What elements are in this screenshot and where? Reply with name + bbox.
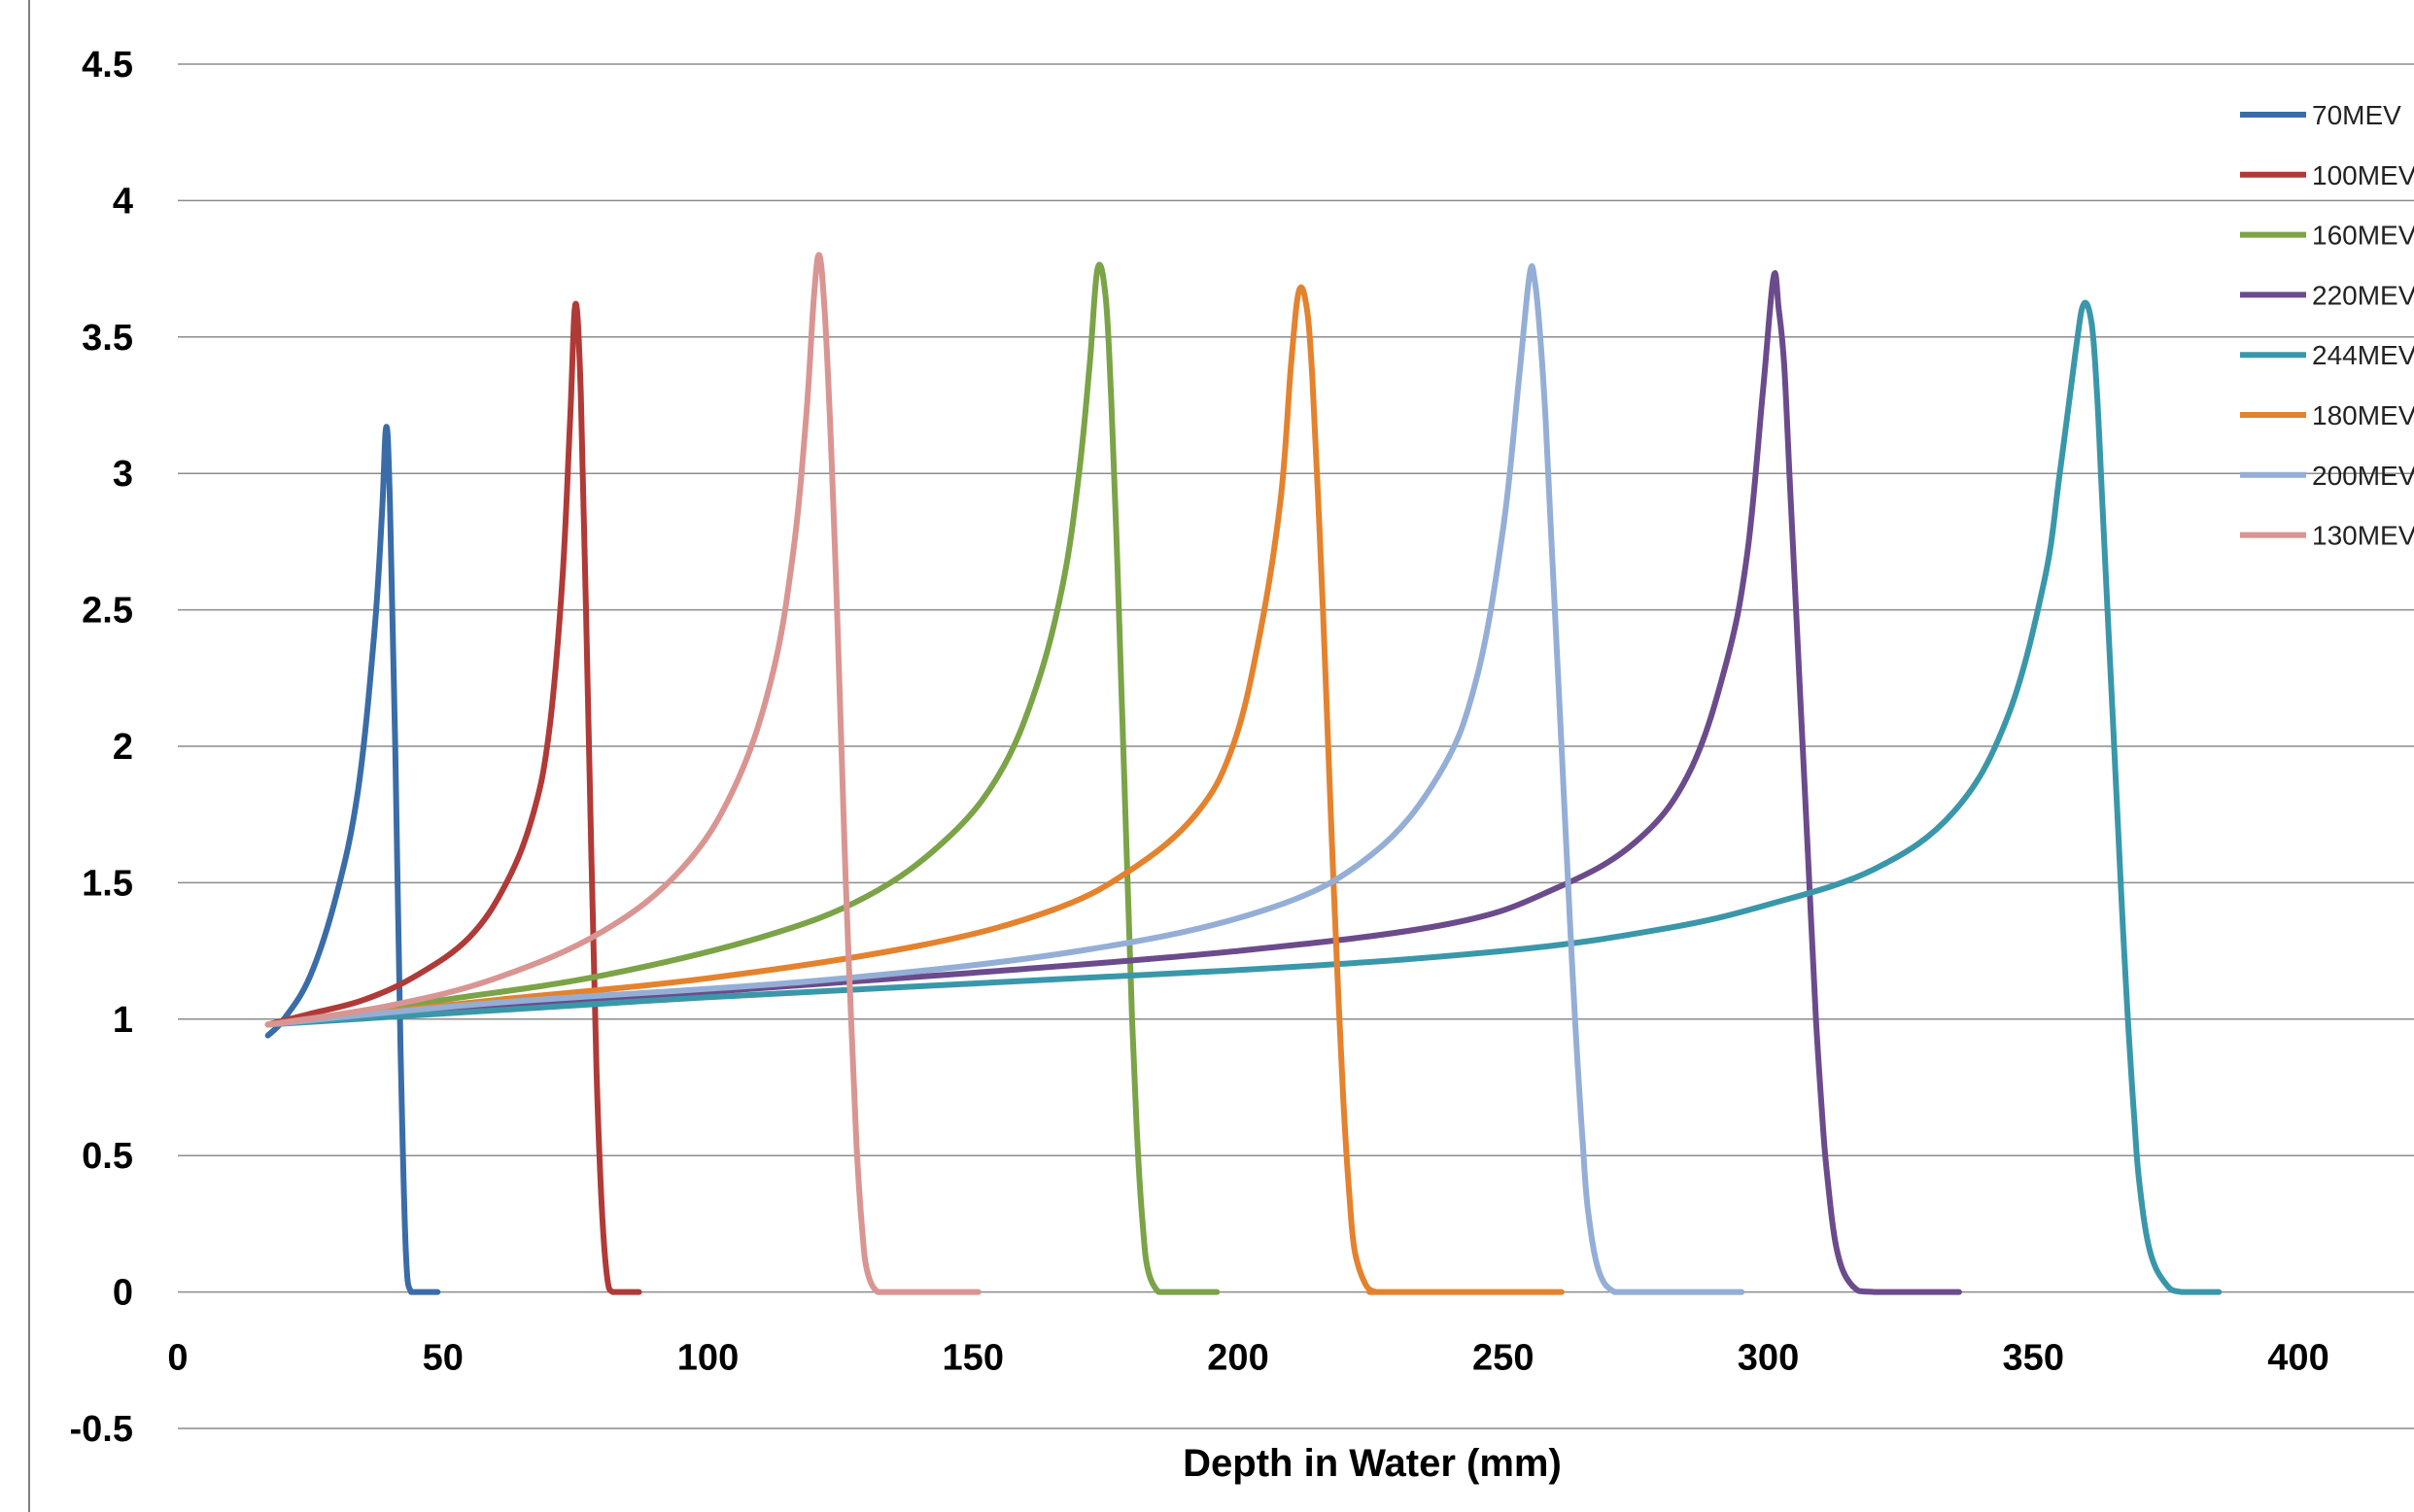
x-tick-label: 50 — [423, 1338, 464, 1379]
series-line-130mev — [264, 252, 982, 1295]
legend: 70MEV 100MEV 160MEV 220MEV 244MEV 180MEV 200ME… — [2240, 100, 2414, 551]
x-tick-label: 100 — [677, 1338, 739, 1379]
x-tick-label: 150 — [943, 1338, 1004, 1379]
legend-label: 180MEV — [2312, 400, 2414, 430]
y-tick-label: 3 — [113, 454, 133, 495]
legend-label: 100MEV — [2312, 160, 2414, 190]
y-tick-label: 1.5 — [82, 863, 133, 904]
x-tick-label: 200 — [1207, 1338, 1268, 1379]
x-tick-label: 300 — [1738, 1338, 1799, 1379]
x-tick-labels: 0 50 100 150 200 250 300 350 400 — [167, 1338, 2328, 1379]
legend-label: 244MEV — [2312, 340, 2414, 370]
legend-label: 220MEV — [2312, 280, 2414, 310]
series-line-180mev — [264, 284, 1565, 1295]
series-line-100mev — [264, 300, 642, 1295]
y-tick-label: 1 — [113, 1000, 133, 1041]
y-tick-label: 0 — [113, 1273, 133, 1314]
y-tick-label: 2 — [113, 727, 133, 768]
x-tick-label: 0 — [167, 1338, 188, 1379]
y-tick-label: 0.5 — [82, 1136, 133, 1177]
x-tick-label: 350 — [2003, 1338, 2064, 1379]
series-line-70mev — [264, 424, 441, 1295]
series-line-220mev — [264, 270, 1962, 1295]
y-gridlines — [178, 63, 2414, 1429]
y-tick-label: -0.5 — [70, 1409, 133, 1450]
y-tick-labels: -0.5 0 0.5 1 1.5 2 2.5 3 3.5 4 4.5 — [70, 45, 133, 1450]
y-tick-label: 4 — [113, 181, 133, 222]
y-tick-label: 4.5 — [82, 45, 133, 86]
legend-label: 130MEV — [2312, 521, 2414, 551]
series-line-244mev — [264, 299, 2223, 1295]
x-tick-label: 400 — [2267, 1338, 2328, 1379]
series-line-200mev — [264, 263, 1745, 1295]
series-line-160mev — [264, 261, 1221, 1295]
x-axis-title: Depth in Water (mm) — [1183, 1442, 1562, 1485]
y-tick-label: 3.5 — [82, 318, 133, 359]
legend-label: 200MEV — [2312, 461, 2414, 491]
x-tick-label: 250 — [1472, 1338, 1534, 1379]
legend-label: 160MEV — [2312, 221, 2414, 251]
series-lines — [264, 252, 2223, 1295]
y-tick-label: 2.5 — [82, 591, 133, 632]
legend-label: 70MEV — [2312, 100, 2401, 130]
